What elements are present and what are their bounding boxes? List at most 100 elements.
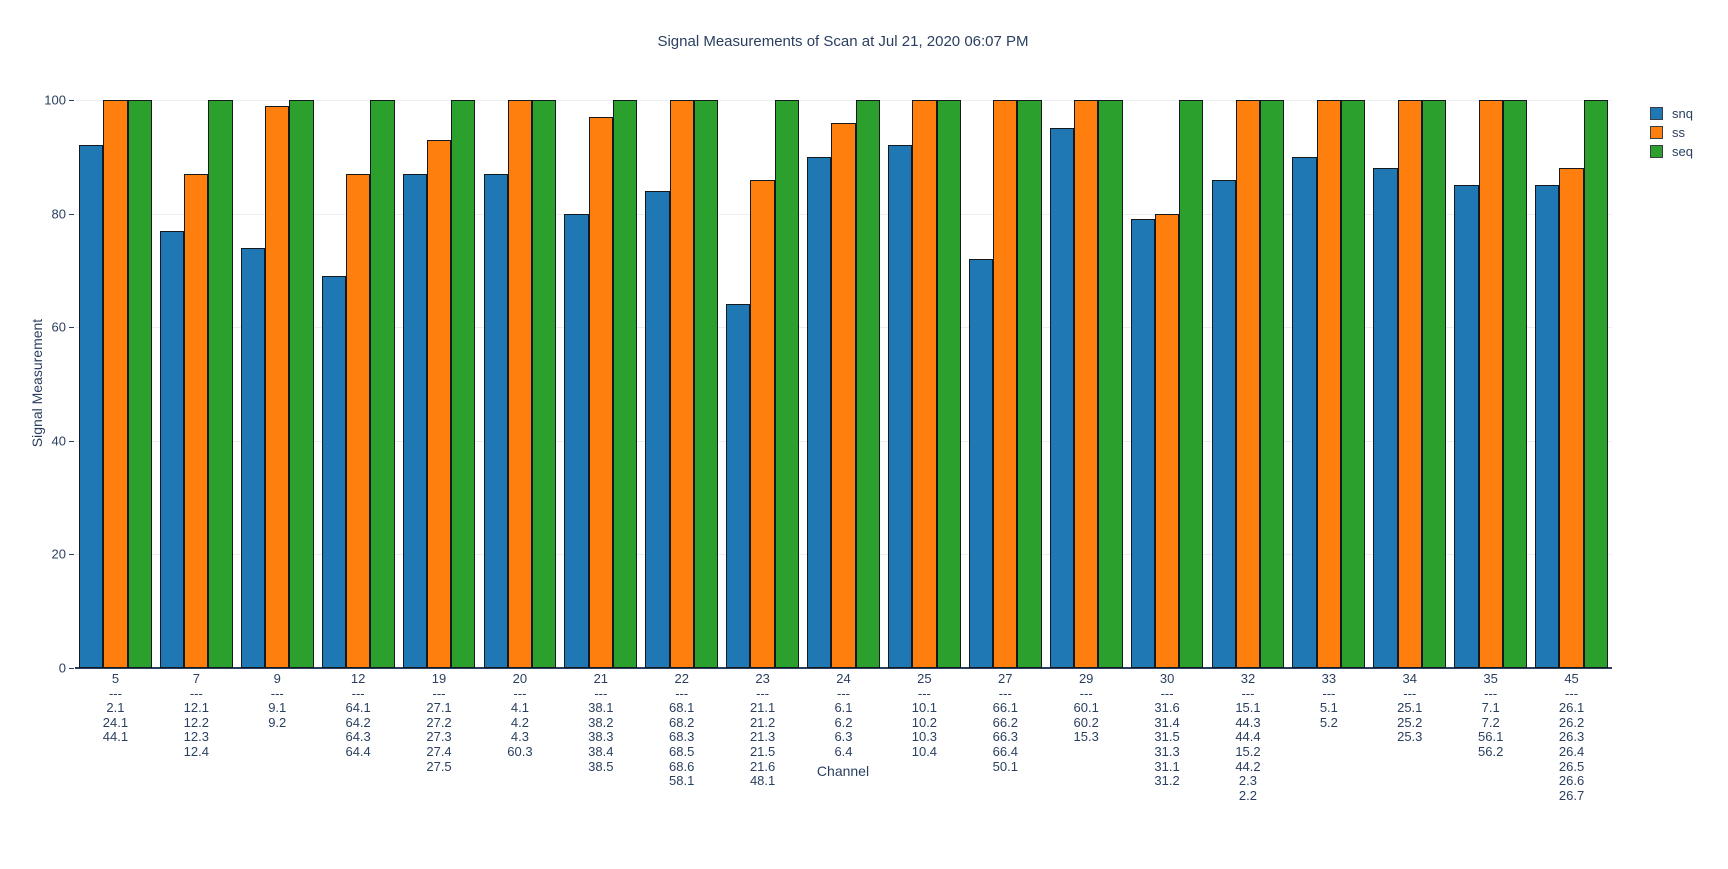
bar-seq-ch30[interactable] <box>1179 100 1204 668</box>
bar-ss-ch23[interactable] <box>750 179 775 668</box>
bar-ss-ch21[interactable] <box>588 117 613 668</box>
bar-snq-ch19[interactable] <box>402 173 427 668</box>
bar-seq-ch45[interactable] <box>1583 100 1608 668</box>
bar-seq-ch29[interactable] <box>1098 100 1123 668</box>
bar-ss-ch7[interactable] <box>184 173 209 668</box>
bar-snq-ch35[interactable] <box>1454 185 1479 668</box>
channel-sublabel: 15.2 <box>1235 743 1261 759</box>
channel-sublabel: --- <box>1160 685 1174 701</box>
bar-ss-ch32[interactable] <box>1235 100 1261 668</box>
bar-ss-ch27[interactable] <box>993 100 1018 668</box>
bar-ss-ch24[interactable] <box>831 122 856 668</box>
x-tick-channel-23: 23 --- 21.1 21.2 21.3 21.5 21.6 48.1 <box>723 671 803 789</box>
channel-sublabel: 9.2 <box>268 714 287 730</box>
bar-seq-ch32[interactable] <box>1260 100 1285 668</box>
bar-seq-ch33[interactable] <box>1341 100 1366 668</box>
channel-sublabel: 50.1 <box>992 758 1018 774</box>
bar-seq-ch24[interactable] <box>855 100 880 668</box>
y-tick-label-60: 60 <box>51 319 66 335</box>
bar-ss-ch30[interactable] <box>1154 213 1180 668</box>
bar-seq-ch7[interactable] <box>208 100 233 668</box>
bar-snq-ch32[interactable] <box>1211 179 1236 668</box>
bar-seq-ch25[interactable] <box>936 100 961 668</box>
bar-ss-ch12[interactable] <box>345 173 371 668</box>
channel-sublabel: 56.2 <box>1478 743 1504 759</box>
channel-number: 25 <box>917 671 932 686</box>
y-tick-label-80: 80 <box>51 206 66 222</box>
bar-snq-ch25[interactable] <box>887 145 913 668</box>
bar-snq-ch21[interactable] <box>564 213 589 668</box>
bar-seq-ch35[interactable] <box>1502 100 1528 668</box>
bar-ss-ch35[interactable] <box>1478 100 1503 668</box>
bar-snq-ch12[interactable] <box>321 276 346 668</box>
channel-sublabel: 25.1 <box>1397 700 1423 716</box>
channel-sublabel: --- <box>351 685 365 701</box>
bar-seq-ch5[interactable] <box>127 100 152 668</box>
bar-seq-ch19[interactable] <box>451 100 476 668</box>
bar-ss-ch9[interactable] <box>265 105 290 668</box>
bar-seq-ch21[interactable] <box>612 100 638 668</box>
bar-snq-ch23[interactable] <box>726 304 751 668</box>
channel-sublabel: 60.2 <box>1073 714 1099 730</box>
bar-ss-ch45[interactable] <box>1559 168 1584 668</box>
bar-snq-ch20[interactable] <box>483 173 508 668</box>
channel-sublabel: 27.4 <box>426 743 452 759</box>
channel-sublabel: --- <box>189 685 203 701</box>
bar-ss-ch19[interactable] <box>426 139 452 668</box>
bar-snq-ch29[interactable] <box>1049 128 1075 668</box>
channel-sublabel: 25.2 <box>1397 714 1423 730</box>
bar-seq-ch23[interactable] <box>774 100 799 668</box>
channel-sublabel: 44.1 <box>102 729 129 745</box>
bar-ss-ch20[interactable] <box>507 100 533 668</box>
legend-label: ss <box>1672 125 1685 140</box>
bar-snq-ch7[interactable] <box>159 230 185 668</box>
bar-ss-ch22[interactable] <box>669 100 694 668</box>
channel-sublabel: 4.3 <box>510 729 529 745</box>
bar-snq-ch22[interactable] <box>645 190 670 668</box>
channel-sublabel: 27.2 <box>426 714 452 730</box>
bar-ss-ch5[interactable] <box>103 100 128 668</box>
channel-sublabel: 10.1 <box>911 700 938 716</box>
bar-snq-ch45[interactable] <box>1535 185 1560 668</box>
channel-sublabel: 66.4 <box>992 743 1018 759</box>
bar-snq-ch5[interactable] <box>79 145 104 668</box>
bar-ss-ch34[interactable] <box>1397 100 1422 668</box>
channel-sublabel: 44.4 <box>1235 729 1261 745</box>
x-tick-channel-21: 21 --- 38.1 38.2 38.3 38.4 38.5 <box>561 671 641 774</box>
channel-sublabel: 31.4 <box>1154 714 1180 730</box>
channel-number: 35 <box>1483 671 1498 686</box>
bar-snq-ch24[interactable] <box>807 156 832 668</box>
bar-seq-ch9[interactable] <box>289 100 314 668</box>
channel-sublabel: 66.2 <box>992 714 1018 730</box>
channel-sublabel: 44.2 <box>1235 758 1261 774</box>
channel-sublabel: 38.5 <box>588 758 614 774</box>
bar-snq-ch33[interactable] <box>1292 156 1317 668</box>
bar-seq-ch20[interactable] <box>532 100 557 668</box>
legend-item-ss[interactable]: ss <box>1650 123 1693 142</box>
bar-snq-ch9[interactable] <box>240 247 266 668</box>
legend-item-snq[interactable]: snq <box>1650 104 1693 123</box>
bar-snq-ch34[interactable] <box>1373 168 1398 668</box>
bar-seq-ch22[interactable] <box>693 100 719 668</box>
x-tick-channel-20: 20 --- 4.1 4.2 4.3 60.3 <box>480 671 560 760</box>
x-tick-channel-29: 29 --- 60.1 60.2 15.3 <box>1046 671 1126 745</box>
bar-ss-ch29[interactable] <box>1074 100 1099 668</box>
y-tick-mark-40 <box>69 440 74 442</box>
channel-sublabel: 5.1 <box>1319 700 1338 716</box>
bar-seq-ch27[interactable] <box>1017 100 1042 668</box>
bar-seq-ch34[interactable] <box>1421 100 1447 668</box>
legend: snq ss seq <box>1650 104 1693 161</box>
legend-item-seq[interactable]: seq <box>1650 142 1693 161</box>
channel-sublabel: 15.3 <box>1073 729 1099 745</box>
y-tick-label-100: 100 <box>44 92 66 108</box>
bar-snq-ch27[interactable] <box>968 259 994 668</box>
bar-snq-ch30[interactable] <box>1130 219 1155 668</box>
channel-sublabel: 26.2 <box>1558 714 1585 730</box>
channel-sublabel: 27.5 <box>426 758 452 774</box>
legend-swatch-ss <box>1650 126 1663 139</box>
bar-ss-ch33[interactable] <box>1316 100 1341 668</box>
y-axis-title: Signal Measurement <box>29 318 45 448</box>
bar-seq-ch12[interactable] <box>370 100 395 668</box>
bar-ss-ch25[interactable] <box>912 100 937 668</box>
